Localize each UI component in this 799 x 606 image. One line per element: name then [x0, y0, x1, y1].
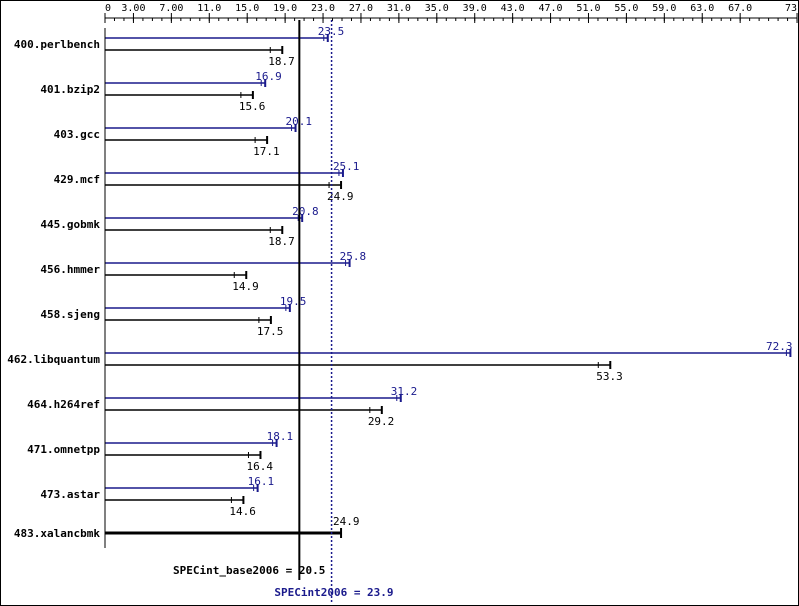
x-tick-label: 73.0 [785, 3, 799, 14]
benchmark-label: 429.mcf [54, 173, 100, 186]
peak-value-label: 16.9 [255, 70, 282, 83]
benchmark-label: 458.sjeng [40, 308, 100, 321]
x-tick-label: 23.0 [311, 3, 335, 14]
x-tick-label: 19.0 [273, 3, 297, 14]
base-value-label: 16.4 [246, 460, 273, 473]
peak-value-label: 23.5 [318, 25, 345, 38]
base-value-label: 14.6 [229, 505, 256, 518]
benchmark-label: 471.omnetpp [27, 443, 100, 456]
base-value-label: 53.3 [596, 370, 623, 383]
benchmark-label: 462.libquantum [7, 353, 100, 366]
x-tick-label: 15.0 [235, 3, 259, 14]
benchmark-label: 400.perlbench [14, 38, 100, 51]
x-tick-label: 27.0 [349, 3, 373, 14]
benchmark-labels: 400.perlbench 401.bzip2 403.gcc 429.mcf 445.… [7, 38, 100, 540]
x-tick-label: 47.0 [539, 3, 563, 14]
peak-value-label: 25.8 [340, 250, 367, 263]
peak-value-label: 16.1 [248, 475, 274, 488]
base-summary-label: SPECint_base2006 = 20.5 [173, 564, 325, 577]
base-value-label: 24.9 [327, 190, 354, 203]
x-tick-label: 55.0 [614, 3, 638, 14]
x-tick-label: 43.0 [501, 3, 525, 14]
x-tick-label: 3.00 [121, 3, 145, 14]
benchmark-label: 403.gcc [54, 128, 100, 141]
benchmark-label: 456.hmmer [40, 263, 100, 276]
x-tick-label: 11.0 [197, 3, 221, 14]
base-value-label: 17.5 [257, 325, 284, 338]
peak-value-label: 72.3 [766, 340, 793, 353]
benchmark-label: 464.h264ref [27, 398, 100, 411]
x-axis: 0 3.00 7.00 11.0 15.0 19.0 23.0 27.0 31.0 35.0 39.… [104, 3, 799, 23]
x-tick-label: 31.0 [387, 3, 411, 14]
x-tick-label: 7.00 [159, 3, 183, 14]
x-tick-label: 67.0 [728, 3, 752, 14]
peak-value-label: 24.9 [333, 515, 360, 528]
x-tick-label: 0 [105, 3, 111, 14]
peak-value-label: 18.1 [267, 430, 294, 443]
benchmark-label: 445.gobmk [40, 218, 100, 231]
peak-value-label: 31.2 [391, 385, 418, 398]
base-value-label: 18.7 [268, 55, 295, 68]
benchmark-label: 401.bzip2 [40, 83, 100, 96]
x-tick-label: 59.0 [652, 3, 676, 14]
base-value-label: 14.9 [232, 280, 259, 293]
x-tick-label: 39.0 [463, 3, 487, 14]
base-value-label: 18.7 [268, 235, 295, 248]
x-tick-label: 63.0 [690, 3, 714, 14]
base-value-label: 17.1 [253, 145, 280, 158]
base-value-label: 15.6 [239, 100, 266, 113]
peak-value-label: 25.1 [333, 160, 360, 173]
peak-value-label: 20.8 [292, 205, 319, 218]
benchmark-label: 483.xalancbmk [14, 527, 100, 540]
peak-value-label: 19.5 [280, 295, 307, 308]
x-tick-label: 51.0 [576, 3, 600, 14]
reference-lines: SPECint_base2006 = 20.5 SPECint2006 = 23.… [173, 20, 394, 602]
base-value-label: 29.2 [368, 415, 395, 428]
benchmark-label: 473.astar [40, 488, 100, 501]
x-tick-label: 35.0 [425, 3, 449, 14]
peak-summary-label: SPECint2006 = 23.9 [274, 586, 393, 599]
